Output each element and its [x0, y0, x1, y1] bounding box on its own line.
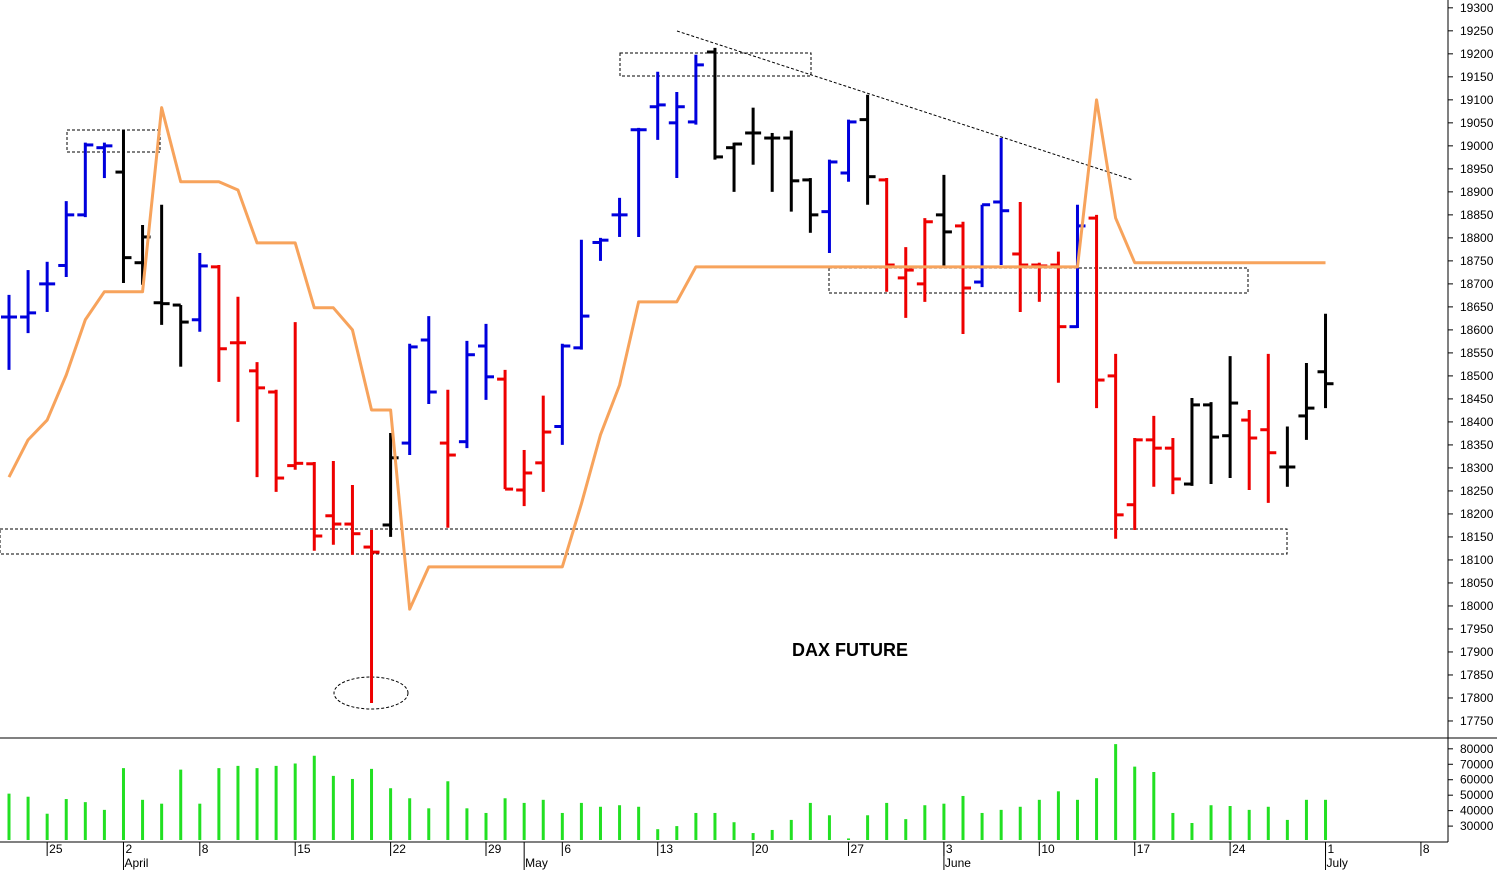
y-tick-label: 18250: [1460, 484, 1494, 498]
overlay-line: [7, 98, 1326, 611]
x-tick-label: 29: [488, 842, 502, 856]
x-tick-label: 2: [125, 842, 132, 856]
annotation-box: [828, 267, 1249, 294]
x-tick-label: 25: [49, 842, 63, 856]
volume-tick-label: 50000: [1460, 788, 1494, 802]
y-tick-label: 18300: [1460, 461, 1494, 475]
y-tick-label: 17750: [1460, 714, 1494, 728]
month-label: May: [525, 856, 548, 870]
y-tick-label: 18950: [1460, 162, 1494, 176]
x-tick-label: 8: [202, 842, 209, 856]
x-tick-label: 10: [1041, 842, 1055, 856]
y-tick-label: 18850: [1460, 208, 1494, 222]
volume-tick-label: 30000: [1460, 819, 1494, 833]
x-tick-label: 6: [564, 842, 571, 856]
x-tick-label: 3: [946, 842, 953, 856]
volume-tick-label: 60000: [1460, 773, 1494, 787]
y-tick-label: 19300: [1460, 1, 1494, 15]
chart-title: DAX FUTURE: [792, 640, 908, 660]
y-tick-label: 18800: [1460, 231, 1494, 245]
y-tick-label: 18550: [1460, 346, 1494, 360]
y-tick-label: 18400: [1460, 415, 1494, 429]
y-tick-label: 18450: [1460, 392, 1494, 406]
annotation-box: [0, 528, 1288, 555]
y-tick-label: 17950: [1460, 622, 1494, 636]
month-label: July: [1327, 856, 1348, 870]
y-tick-label: 18000: [1460, 599, 1494, 613]
annotation-box: [66, 129, 161, 153]
month-label: June: [945, 856, 971, 870]
x-tick-label: 22: [393, 842, 407, 856]
y-tick-label: 19150: [1460, 70, 1494, 84]
x-tick-label: 1: [1328, 842, 1335, 856]
y-tick-label: 18700: [1460, 277, 1494, 291]
y-tick-label: 18500: [1460, 369, 1494, 383]
x-tick-label: 8: [1423, 842, 1430, 856]
y-tick-label: 18750: [1460, 254, 1494, 268]
y-tick-label: 19200: [1460, 47, 1494, 61]
y-tick-label: 19100: [1460, 93, 1494, 107]
y-tick-label: 18650: [1460, 300, 1494, 314]
annotation-ellipse: [333, 676, 409, 710]
y-tick-label: 18050: [1460, 576, 1494, 590]
y-tick-label: 18900: [1460, 185, 1494, 199]
y-tick-label: 18150: [1460, 530, 1494, 544]
y-tick-label: 18100: [1460, 553, 1494, 567]
volume-tick-label: 40000: [1460, 804, 1494, 818]
y-tick-label: 18600: [1460, 323, 1494, 337]
volume-tick-label: 70000: [1460, 757, 1494, 771]
x-tick-label: 20: [755, 842, 769, 856]
y-tick-label: 18200: [1460, 507, 1494, 521]
volume-tick-label: 80000: [1460, 742, 1494, 756]
x-tick-label: 27: [851, 842, 865, 856]
x-tick-label: 24: [1232, 842, 1246, 856]
y-tick-label: 19050: [1460, 116, 1494, 130]
x-tick-label: 17: [1137, 842, 1151, 856]
y-tick-label: 17900: [1460, 645, 1494, 659]
x-tick-label: 15: [297, 842, 311, 856]
x-tick-label: 13: [660, 842, 674, 856]
y-tick-label: 19250: [1460, 24, 1494, 38]
y-tick-label: 17800: [1460, 691, 1494, 705]
month-label: April: [124, 856, 148, 870]
y-tick-label: 19000: [1460, 139, 1494, 153]
y-tick-label: 18350: [1460, 438, 1494, 452]
y-tick-label: 17850: [1460, 668, 1494, 682]
